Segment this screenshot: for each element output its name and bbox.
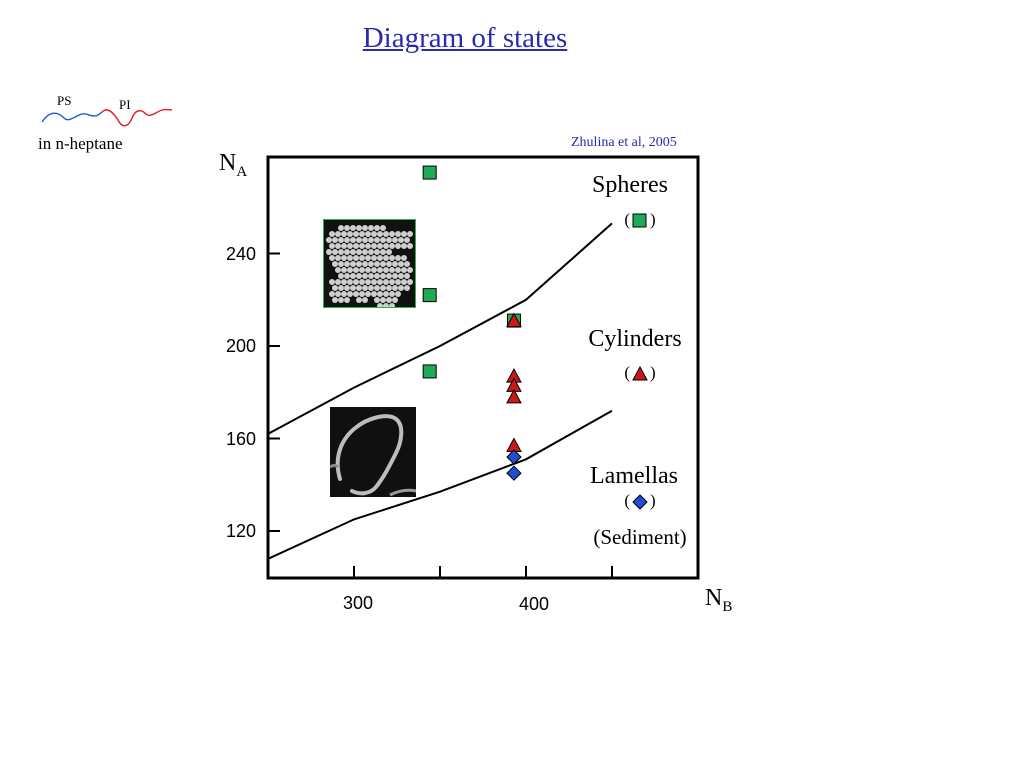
legend-lamellas: () bbox=[624, 491, 656, 510]
phase-boundary-line-2 bbox=[268, 409, 613, 560]
y-tick-label: 160 bbox=[225, 429, 256, 449]
y-tick-label: 240 bbox=[225, 244, 256, 264]
spheres-data-point bbox=[422, 288, 437, 303]
solvent-label: in n-heptane bbox=[38, 134, 123, 153]
spheres-data-point bbox=[422, 364, 437, 379]
spheres-data-point bbox=[422, 165, 437, 180]
spheres-micrograph-image bbox=[323, 219, 416, 308]
ps-block-chain bbox=[41, 111, 103, 123]
citation: Zhulina et al, 2005 bbox=[571, 135, 677, 150]
plot-frame bbox=[266, 155, 700, 580]
block-copolymer-icon bbox=[41, 108, 173, 127]
legend-cylinders: () bbox=[624, 363, 656, 382]
pi-block-chain bbox=[101, 108, 173, 127]
y-tick-label: 200 bbox=[225, 336, 256, 356]
pi-label: PI bbox=[119, 97, 131, 112]
page-title: Diagram of states bbox=[362, 22, 568, 54]
diamond-marker-icon bbox=[632, 494, 648, 510]
lamellas-data-point bbox=[506, 465, 522, 481]
cylinders-data-point bbox=[506, 312, 522, 328]
region-label-lamellas: Lamellas bbox=[590, 463, 678, 489]
region-label-cylinders: Cylinders bbox=[588, 326, 682, 352]
lamellas-data-point bbox=[506, 449, 522, 465]
triangle-marker-icon bbox=[632, 366, 648, 381]
sediment-label: (Sediment) bbox=[593, 525, 687, 549]
y-axis-label: NA bbox=[219, 150, 248, 180]
cylinders-data-point bbox=[506, 388, 522, 404]
ps-label: PS bbox=[57, 93, 72, 108]
y-tick-label: 120 bbox=[225, 521, 256, 541]
region-label-spheres: Spheres bbox=[592, 172, 668, 198]
legend-spheres: () bbox=[624, 210, 656, 229]
cylinders-micrograph-image bbox=[330, 407, 416, 497]
phase-boundary-line-1 bbox=[268, 222, 613, 435]
x-axis-label: NB bbox=[705, 585, 733, 615]
square-marker-icon bbox=[632, 213, 647, 228]
x-tick-label: 300 bbox=[342, 593, 374, 613]
x-tick-label: 400 bbox=[518, 594, 550, 614]
